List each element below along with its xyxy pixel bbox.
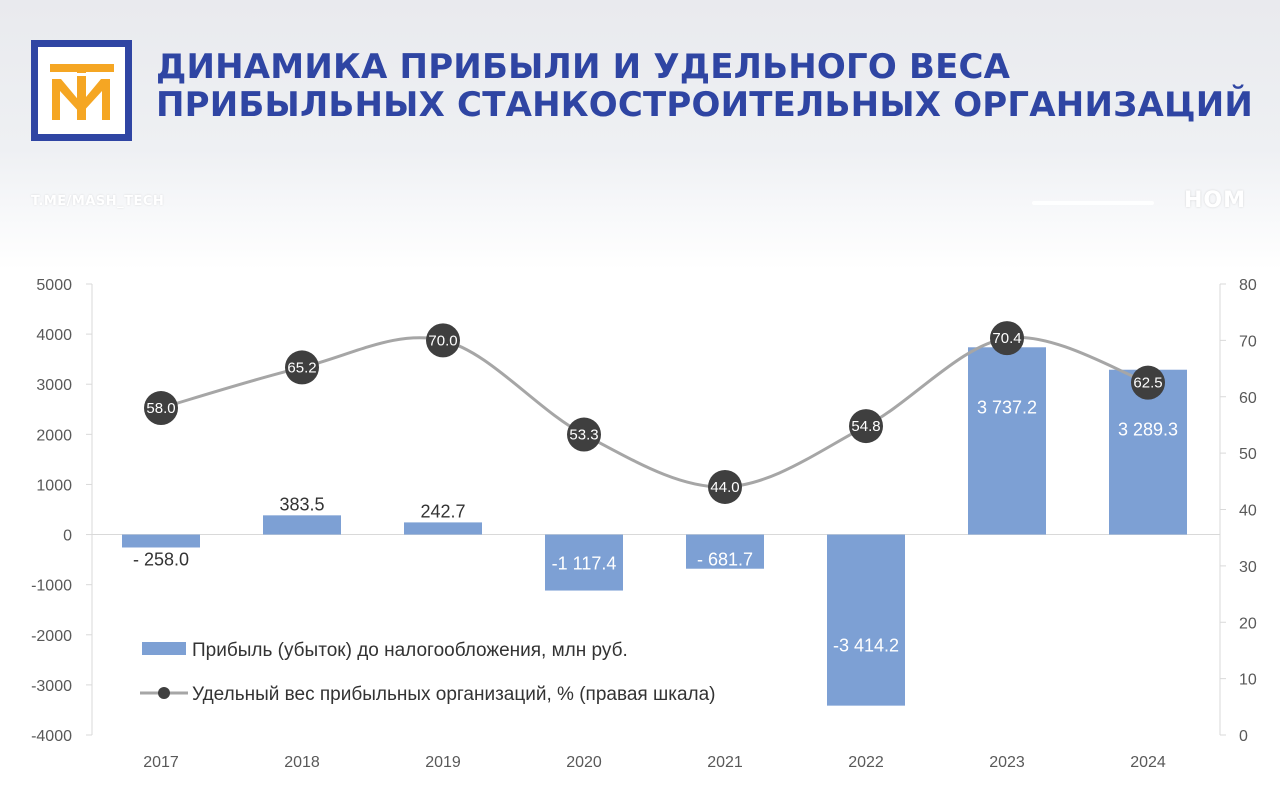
x-tick-label: 2020 — [566, 754, 602, 771]
logo — [31, 40, 132, 141]
line-point-label: 70.0 — [428, 332, 457, 349]
left-tick-label: 5000 — [36, 277, 72, 294]
line-point — [426, 323, 460, 358]
legend-line-marker — [158, 687, 170, 699]
right-tick-label: 30 — [1239, 559, 1257, 576]
bar-value-label: -3 414.2 — [833, 636, 899, 656]
right-tick-label: 60 — [1239, 390, 1257, 407]
legend-bar-swatch — [142, 642, 186, 655]
x-tick-label: 2018 — [284, 754, 320, 771]
line-point — [1131, 365, 1165, 400]
left-tick-label: 4000 — [36, 327, 72, 344]
left-tick-label: -4000 — [31, 728, 72, 745]
share-line — [160, 335, 1149, 489]
x-tick-label: 2017 — [143, 754, 179, 771]
x-tick-label: 2022 — [848, 754, 884, 771]
bar — [827, 534, 905, 706]
right-tick-label: 40 — [1239, 503, 1257, 520]
bar-value-label: 383.5 — [279, 494, 324, 514]
line-point-label: 70.4 — [992, 330, 1021, 347]
right-tick-label: 10 — [1239, 672, 1257, 689]
page-title: ДИНАМИКА ПРИБЫЛИ И УДЕЛЬНОГО ВЕСА ПРИБЫЛ… — [156, 48, 1253, 124]
brand-mark: НОМ — [1184, 188, 1247, 213]
right-tick-label: 50 — [1239, 446, 1257, 463]
line-point-label: 53.3 — [569, 427, 598, 444]
bar — [404, 522, 482, 535]
x-tick-label: 2023 — [989, 754, 1025, 771]
x-tick-label: 2021 — [707, 754, 743, 771]
right-tick-label: 0 — [1239, 728, 1248, 745]
left-tick-label: 3000 — [36, 377, 72, 394]
line-point-label: 58.0 — [146, 400, 175, 417]
line-point — [285, 350, 319, 385]
bar — [545, 534, 623, 591]
bar-value-label: -1 117.4 — [552, 554, 617, 574]
bar — [968, 347, 1046, 535]
line-point-label: 44.0 — [710, 479, 739, 496]
left-tick-label: 1000 — [36, 477, 72, 494]
left-tick-label: -2000 — [31, 628, 72, 645]
line-point — [708, 469, 742, 504]
line-point — [567, 417, 601, 452]
line-point-label: 65.2 — [287, 359, 316, 376]
line-point-label: 62.5 — [1133, 375, 1162, 392]
title-line-1: ДИНАМИКА ПРИБЫЛИ И УДЕЛЬНОГО ВЕСА — [156, 47, 1011, 87]
legend: Прибыль (убыток) до налогообложения, млн… — [140, 640, 716, 705]
bar-value-label: 3 737.2 — [977, 397, 1037, 417]
bar-value-label: - 258.0 — [133, 550, 189, 570]
line-point-label: 54.8 — [851, 418, 880, 435]
line-point — [849, 409, 883, 444]
right-tick-label: 80 — [1239, 277, 1257, 294]
channel-handle: T.ME/MASH_TECH — [31, 194, 165, 209]
left-tick-label: 0 — [63, 528, 72, 545]
bar — [686, 534, 764, 569]
logo-mark-icon — [50, 64, 114, 120]
line-point — [144, 391, 178, 426]
bar-value-label: - 681.7 — [697, 550, 753, 570]
data-labels: - 258.0 383.5 242.7 -1 117.4 - 681.7 -3 414.2… — [133, 397, 1178, 655]
title-line-2: ПРИБЫЛЬНЫХ СТАНКОСТРОИТЕЛЬНЫХ ОРГАНИЗАЦИ… — [156, 85, 1254, 125]
bar-value-label: 3 289.3 — [1118, 420, 1178, 440]
x-tick-label: 2024 — [1130, 754, 1166, 771]
left-tick-label: -3000 — [31, 678, 72, 695]
legend-bar-label: Прибыль (убыток) до налогообложения, млн… — [192, 640, 628, 661]
brand-divider — [1032, 201, 1154, 205]
bar — [263, 515, 341, 535]
bar-value-label: 242.7 — [420, 501, 465, 521]
bar-series — [122, 347, 1187, 706]
header-banner: ДИНАМИКА ПРИБЫЛИ И УДЕЛЬНОГО ВЕСА ПРИБЫЛ… — [0, 0, 1280, 270]
right-tick-label: 70 — [1239, 333, 1257, 350]
left-tick-label: -1000 — [31, 578, 72, 595]
line-point — [990, 321, 1024, 356]
bar — [122, 534, 200, 548]
legend-line-label: Удельный вес прибыльных организаций, % (… — [192, 684, 716, 705]
left-tick-label: 2000 — [36, 427, 72, 444]
right-tick-label: 20 — [1239, 615, 1257, 632]
x-tick-label: 2019 — [425, 754, 461, 771]
line-series: 58.0 65.2 70.0 53.3 44.0 54.8 70.4 62.5 — [144, 321, 1165, 504]
